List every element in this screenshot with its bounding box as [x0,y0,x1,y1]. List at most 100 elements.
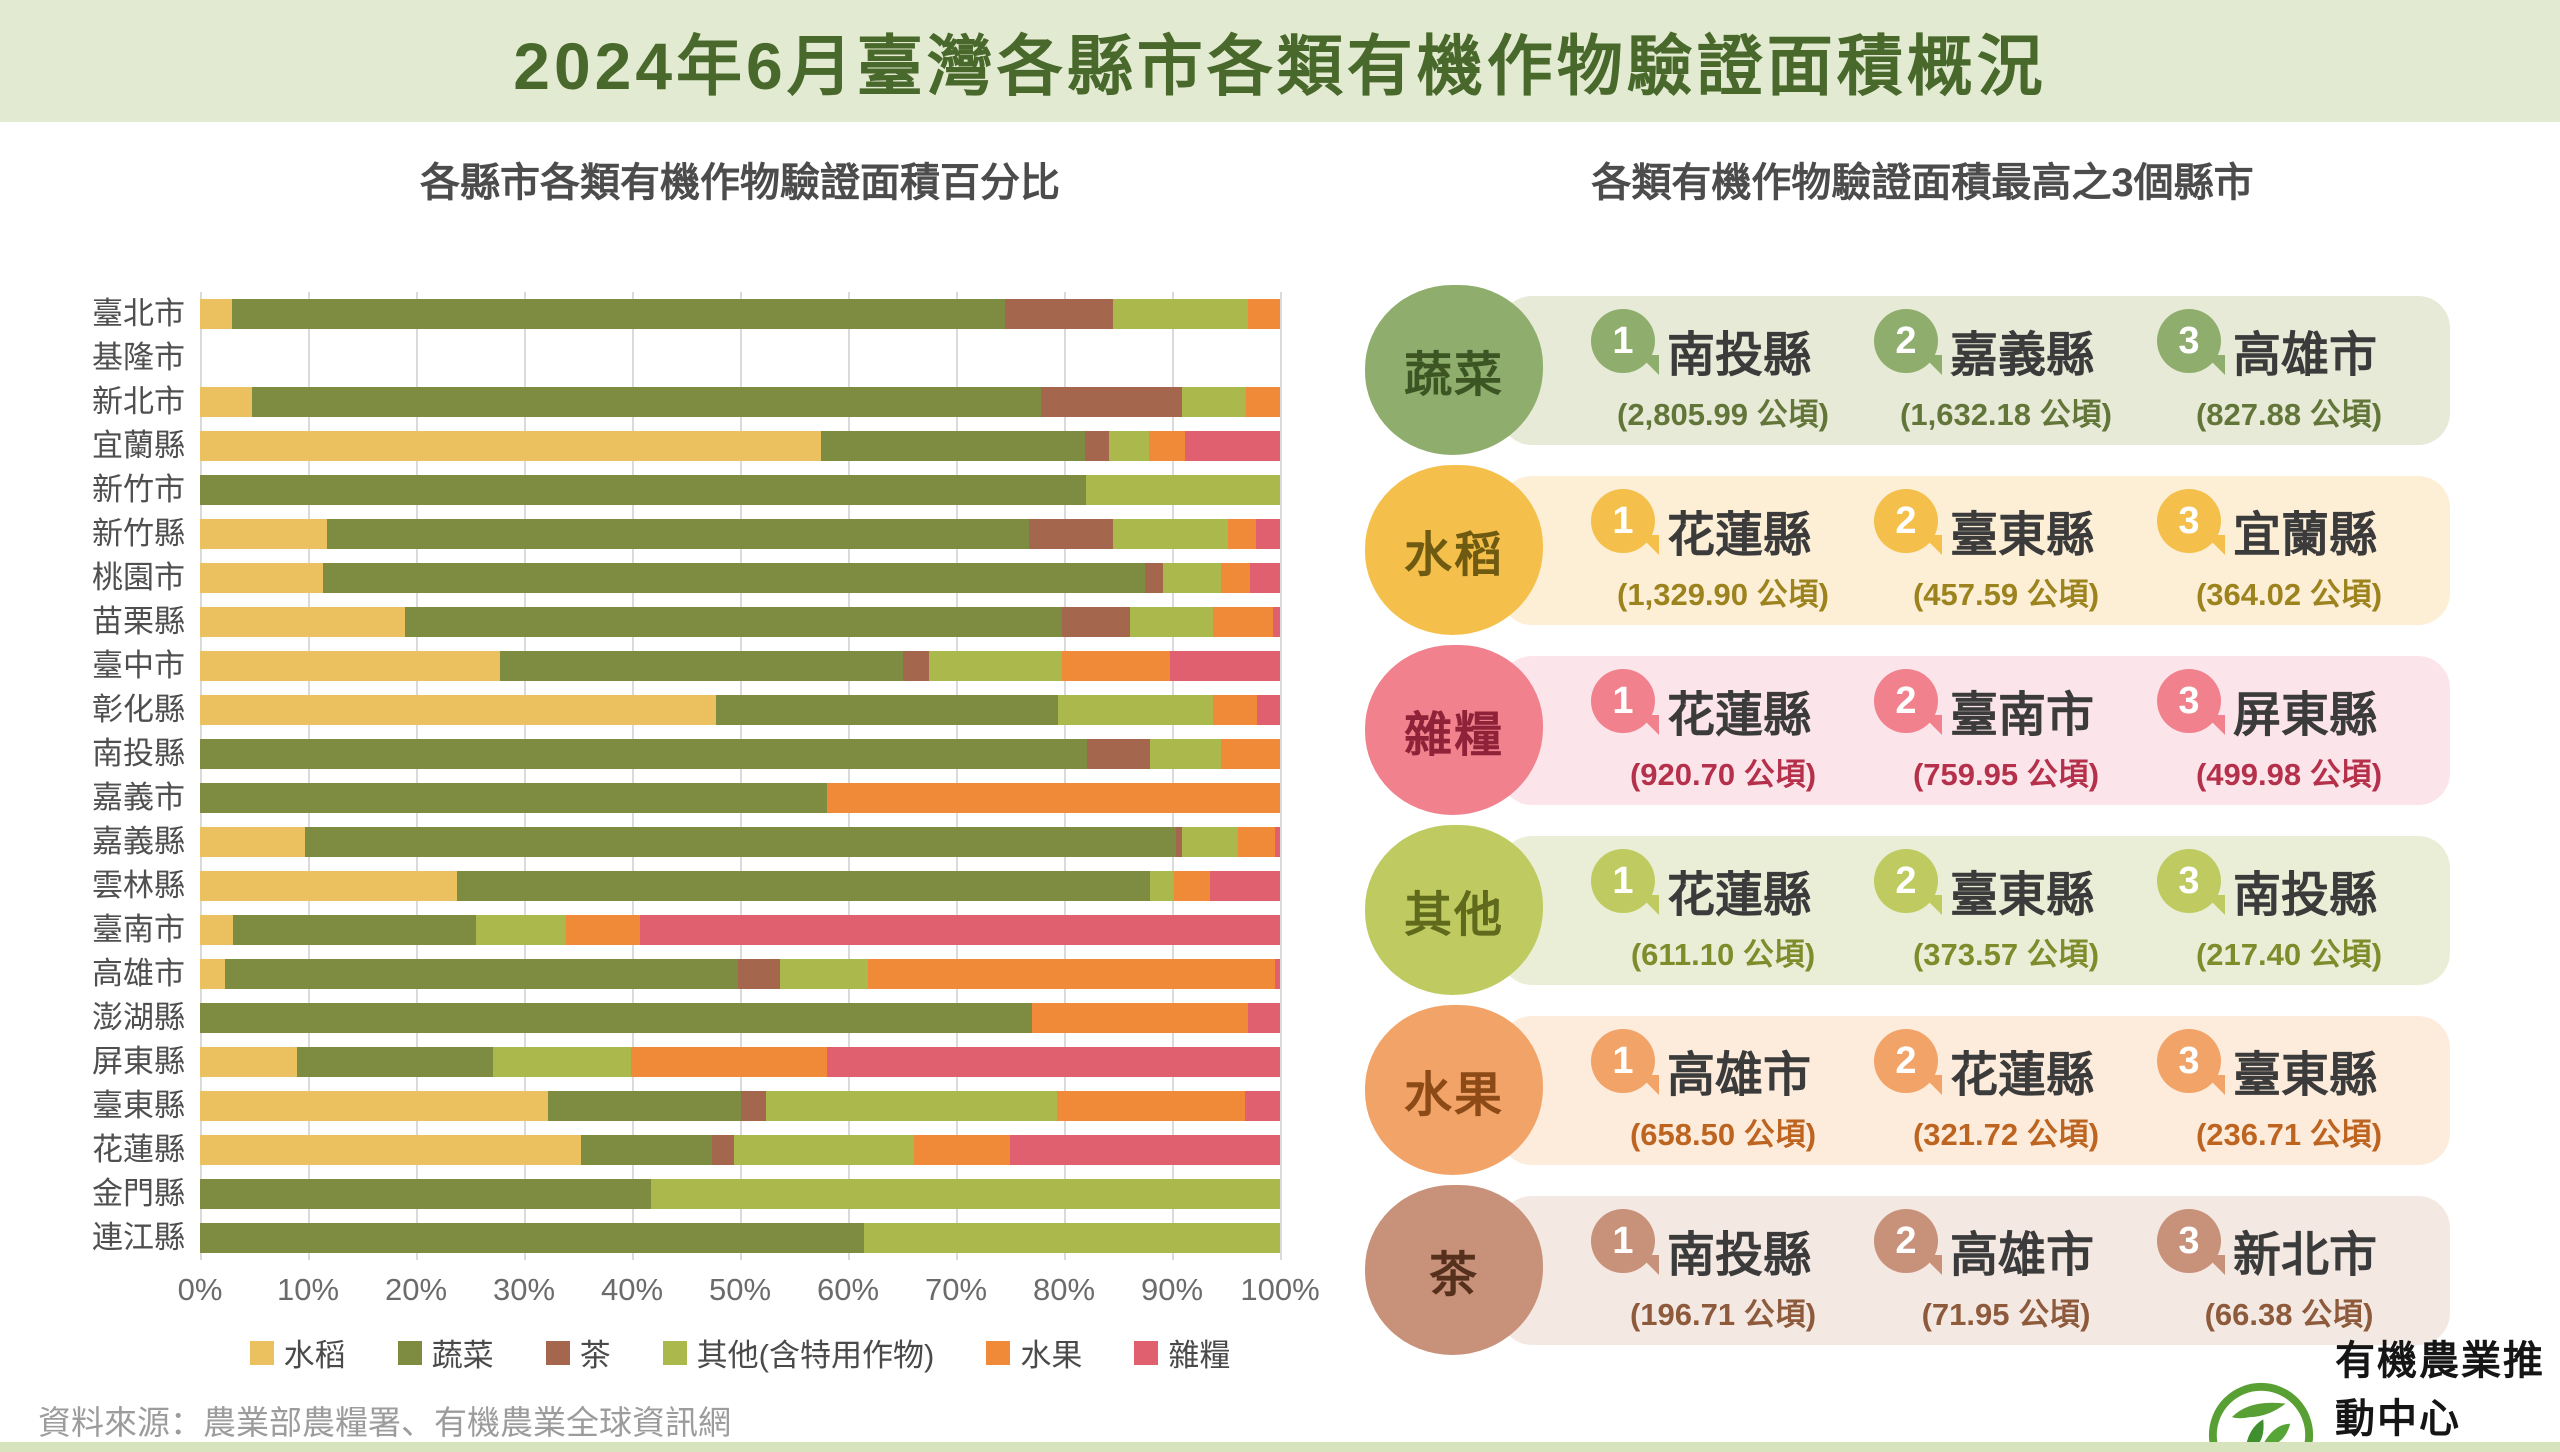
crop-row-其他: 其他 1 花蓮縣 (611.10 公頃) 2 臺東縣 (373.57 公頃) 3 南投縣 (217… [1365,825,2480,995]
crop-circle-蔬菜: 蔬菜 [1365,285,1543,455]
bar-segment-其他 [1181,827,1238,857]
county-label: 新北市 [92,384,185,419]
bar-segment-其他 [1057,695,1214,725]
bar-segment-茶 [1086,739,1151,769]
bar-segment-茶 [741,1091,766,1121]
bar-segment-茶 [1144,563,1164,593]
bar-segment-水稻 [200,299,233,329]
crop-row-水果: 水果 1 高雄市 (658.50 公頃) 2 花蓮縣 (321.72 公頃) 3 臺東縣 (236… [1365,1005,2480,1175]
badge-tail [1639,1075,1659,1095]
rank-area-value: (759.95 公頃) [1912,757,2100,792]
rank-area-value: (373.57 公頃) [1912,937,2100,972]
bar-segment-其他 [651,1179,1280,1209]
bar-segment-茶 [711,1135,734,1165]
rank-area-value: (321.72 公頃) [1912,1117,2100,1152]
x-tick-label: 50% [708,1272,772,1307]
bar-segment-其他 [1112,519,1229,549]
stacked-bar [200,1091,1280,1121]
crop-row-雜糧: 雜糧 1 花蓮縣 (920.70 公頃) 2 臺南市 (759.95 公頃) 3 屏東縣 (499… [1365,645,2480,815]
rank-entry: 2 嘉義縣 (1,632.18 公頃) [1866,293,2146,448]
bar-segment-蔬菜 [323,563,1145,593]
county-label: 臺中市 [92,648,185,683]
bar-segment-水果 [566,915,640,945]
rank-county-name: 新北市 [2233,1229,2378,1282]
rank-entry: 1 花蓮縣 (1,329.90 公頃) [1583,473,1863,628]
bar-row [200,556,1280,600]
rank-area-value: (457.59 公頃) [1912,577,2100,612]
bar-segment-雜糧 [1249,563,1280,593]
bar-segment-其他 [765,1091,1058,1121]
bar-segment-水果 [1220,739,1280,769]
rank-badge: 1 [1591,489,1659,555]
county-label: 嘉義市 [92,780,185,815]
rank-entry: 3 南投縣 (217.40 公頃) [2149,833,2429,988]
rank-county-name: 宜蘭縣 [2233,509,2378,562]
badge-tail [1639,535,1659,555]
rank-area-value: (66.38 公頃) [2204,1297,2374,1332]
county-label: 臺東縣 [92,1088,185,1123]
bar-row [200,1128,1280,1172]
crop-circle-其他: 其他 [1365,825,1543,995]
legend-item-其他: 其他(含特用作物) [662,1330,934,1375]
crop-circle-水果: 水果 [1365,1005,1543,1175]
panel-title: 各類有機作物驗證面積最高之3個縣市 [1591,161,2254,205]
x-tick-label: 0% [177,1272,223,1307]
rank-badge: 1 [1591,309,1659,375]
stacked-bar [200,431,1280,461]
bar-segment-其他 [1150,739,1221,769]
bar-segment-水果 [1246,387,1280,417]
bar-segment-水果 [1057,1091,1246,1121]
rank-entry: 1 高雄市 (658.50 公頃) [1583,1013,1863,1168]
badge-tail [1639,1255,1659,1275]
rank-badge: 3 [2157,849,2225,915]
bar-segment-雜糧 [1257,695,1280,725]
county-label: 彰化縣 [92,692,185,727]
bar-segment-其他 [1163,563,1221,593]
bar-segment-其他 [492,1047,631,1077]
rank-county-name: 花蓮縣 [1667,509,1812,562]
rank-badge: 2 [1874,849,1942,915]
bar-segment-其他 [1129,607,1213,637]
stacked-bar [200,783,1280,813]
bar-row [200,732,1280,776]
top3-panel: 各類有機作物驗證面積最高之3個縣市 蔬菜 1 南投縣 (2,805.99 公頃) 2 嘉義… [1365,150,2480,1355]
stacked-bar [200,827,1280,857]
bar-segment-其他 [1150,871,1175,901]
rank-badge: 1 [1591,1209,1659,1275]
legend-swatch-icon [249,1340,274,1365]
bar-row [200,996,1280,1040]
x-tick-label: 70% [924,1272,988,1307]
rank-badge: 3 [2157,1029,2225,1095]
county-label: 屏東縣 [92,1044,185,1079]
rank-county-name: 臺東縣 [2233,1049,2378,1102]
bar-segment-蔬菜 [200,1003,1032,1033]
bar-segment-雜糧 [1247,1003,1280,1033]
org-logo-text: 有機農業推動中心 國立中興大學｜農業部有機農業促進諮詢會 [2335,1328,2560,1452]
bar-segment-蔬菜 [304,827,1177,857]
bar-segment-雜糧 [639,915,1280,945]
bar-segment-蔬菜 [224,959,738,989]
bar-segment-水稻 [200,871,458,901]
bar-segment-水果 [913,1135,1010,1165]
crop-row-蔬菜: 蔬菜 1 南投縣 (2,805.99 公頃) 2 嘉義縣 (1,632.18 公頃) 3 高雄市… [1365,285,2480,455]
stacked-bar [200,1003,1280,1033]
rank-county-name: 臺東縣 [1950,869,2095,922]
rank-badge: 3 [2157,489,2225,555]
county-label: 基隆市 [92,340,185,375]
crop-row-茶: 茶 1 南投縣 (196.71 公頃) 2 高雄市 (71.95 公頃) 3 新北市 (66.38… [1365,1185,2480,1355]
stacked-bar [200,387,1280,417]
rank-area-value: (364.02 公頃) [2195,577,2383,612]
rank-entry: 3 高雄市 (827.88 公頃) [2149,293,2429,448]
bar-segment-水稻 [200,915,234,945]
bar-segment-水果 [1237,827,1275,857]
rank-area-value: (658.50 公頃) [1629,1117,1817,1152]
stacked-bar [200,651,1280,681]
bar-segment-雜糧 [1274,959,1280,989]
stacked-bar [200,1135,1280,1165]
stacked-bar [200,739,1280,769]
county-label: 高雄市 [92,956,185,991]
rank-area-value: (499.98 公頃) [2195,757,2383,792]
chart-legend: 水稻 蔬菜 茶 其他(含特用作物) 水果 雜糧 [200,1330,1280,1375]
rank-county-name: 嘉義縣 [1950,329,2095,382]
rank-entry: 3 臺東縣 (236.71 公頃) [2149,1013,2429,1168]
